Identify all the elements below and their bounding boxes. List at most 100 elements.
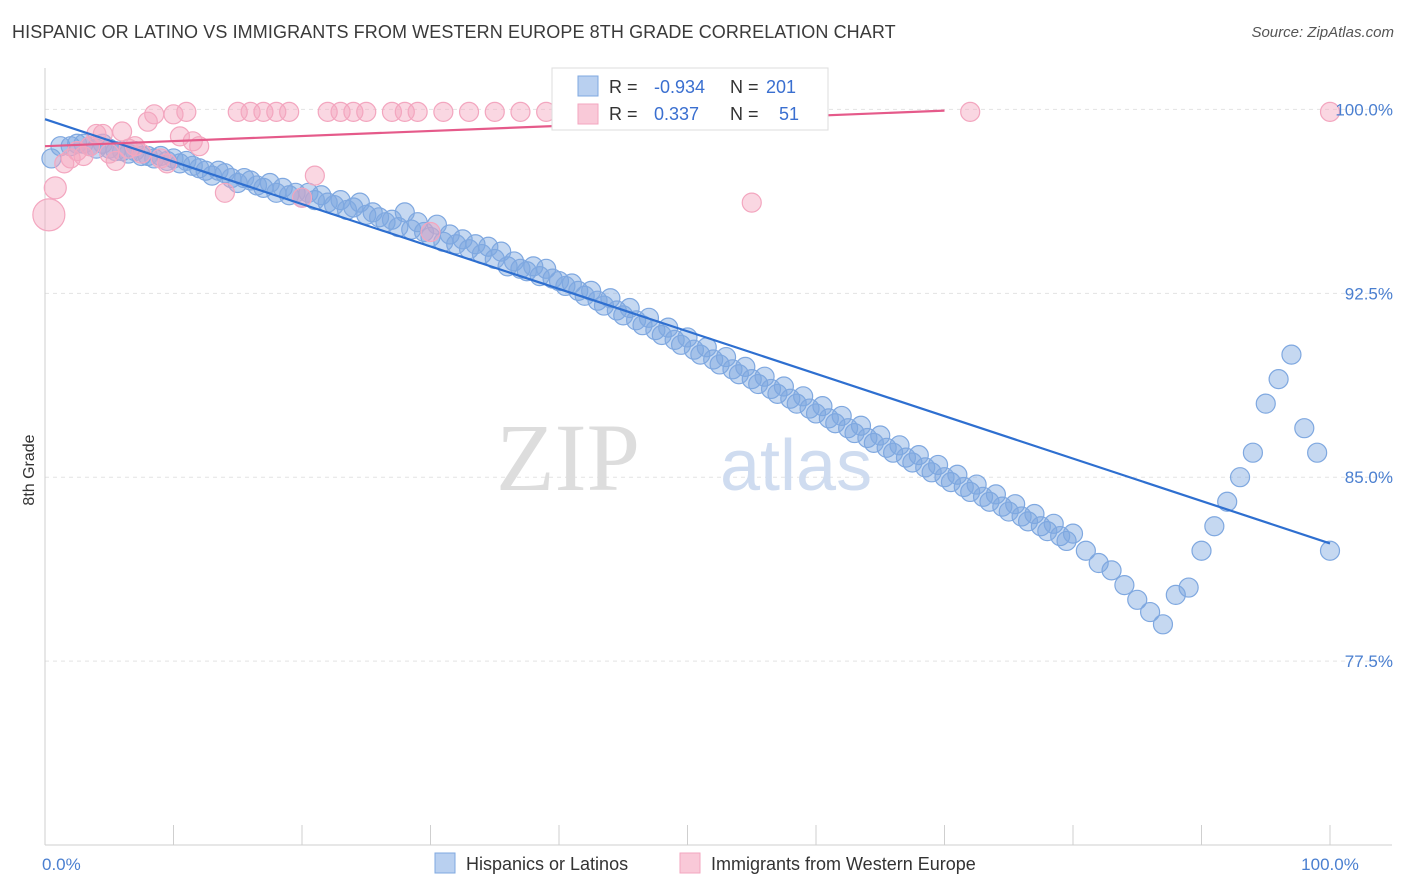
legend: Hispanics or Latinos Immigrants from Wes… — [434, 852, 976, 874]
point-s1-0 — [32, 198, 66, 232]
point-s0-165 — [1152, 614, 1174, 635]
y-tick-label-3: 77.5% — [1345, 652, 1393, 671]
x-tick-label-0: 0.0% — [42, 855, 81, 874]
legend-swatch-western-europe — [679, 852, 701, 874]
point-s0-174 — [1268, 369, 1289, 390]
point-s0-122 — [831, 405, 852, 427]
point-s0-169 — [1204, 516, 1225, 537]
point-s1-29 — [279, 101, 300, 122]
point-s0-137 — [927, 454, 949, 476]
stats-box: R = -0.934 N = 201 R = 0.337 N = 51 — [551, 67, 829, 131]
point-s0-128 — [870, 425, 891, 446]
point-s0-178 — [1319, 540, 1341, 561]
y-tick-label-2: 85.0% — [1345, 468, 1393, 487]
point-s0-119 — [812, 396, 833, 417]
point-s1-6 — [79, 136, 101, 157]
point-s1-41 — [458, 101, 480, 122]
y-tick-label-1: 92.5% — [1345, 284, 1393, 303]
point-s0-107 — [735, 356, 756, 377]
trend-line-0 — [44, 118, 1331, 545]
point-s0-149 — [1005, 494, 1026, 515]
watermark: ZIP atlas — [496, 404, 872, 511]
point-s1-49 — [960, 101, 981, 122]
x-tick-label-1: 100.0% — [1301, 855, 1359, 874]
y-axis-label: 8th Grade — [21, 434, 38, 505]
stats-n-label-1: N = — [730, 77, 759, 97]
point-s0-159 — [1075, 540, 1096, 561]
point-s1-16 — [144, 104, 165, 125]
y-tick-label-0: 100.0% — [1335, 100, 1393, 119]
point-s1-5 — [73, 145, 94, 167]
point-s0-175 — [1281, 344, 1302, 365]
point-s1-39 — [420, 221, 441, 243]
point-s0-63 — [452, 229, 473, 250]
point-s1-10 — [105, 150, 126, 172]
point-s1-38 — [407, 101, 428, 122]
stats-n-label-2: N = — [730, 104, 759, 124]
stats-r-label-1: R = — [609, 77, 638, 97]
point-s0-67 — [478, 236, 499, 257]
stats-r-value-2: 0.337 — [654, 104, 699, 124]
point-s0-176 — [1294, 418, 1315, 439]
point-s0-160 — [1088, 552, 1109, 574]
point-s0-171 — [1229, 467, 1251, 488]
point-s0-134 — [908, 445, 929, 466]
source-label: Source: ZipAtlas.com — [1251, 24, 1394, 41]
stats-r-label-2: R = — [609, 104, 638, 124]
point-s0-155 — [1043, 513, 1064, 534]
point-s1-40 — [433, 101, 454, 122]
point-s0-143 — [966, 474, 987, 495]
point-s0-110 — [754, 366, 775, 387]
point-s1-24 — [214, 182, 235, 203]
watermark-zip: ZIP — [496, 404, 640, 511]
point-s1-1 — [43, 176, 67, 200]
point-s0-173 — [1255, 393, 1276, 414]
point-s0-113 — [773, 376, 794, 397]
point-s0-140 — [947, 464, 968, 485]
point-s0-116 — [793, 386, 814, 407]
stats-r-value-1: -0.934 — [654, 77, 705, 97]
point-s1-31 — [304, 165, 325, 186]
point-s0-74 — [523, 256, 544, 277]
stats-n-value-2: 51 — [779, 104, 799, 124]
legend-label-hispanic: Hispanics or Latinos — [466, 854, 628, 874]
point-s1-50 — [1319, 101, 1341, 122]
point-s0-161 — [1101, 560, 1122, 581]
stats-n-value-1: 201 — [766, 77, 796, 97]
series-layer — [32, 101, 1341, 635]
point-s1-11 — [111, 121, 133, 142]
point-s0-76 — [536, 258, 557, 279]
point-s0-168 — [1191, 540, 1212, 561]
point-s0-146 — [985, 484, 1007, 505]
stats-swatch-pink — [577, 103, 599, 125]
point-s1-21 — [176, 101, 197, 122]
legend-swatch-hispanic — [434, 852, 456, 874]
stats-swatch-blue — [577, 75, 599, 97]
point-s0-131 — [889, 435, 910, 456]
point-s0-164 — [1139, 601, 1161, 623]
point-s0-172 — [1242, 442, 1264, 463]
point-s0-167 — [1178, 577, 1199, 598]
point-s0-104 — [715, 346, 737, 368]
point-s0-65 — [465, 234, 486, 255]
point-s0-125 — [850, 415, 872, 436]
point-s1-19 — [163, 104, 184, 125]
point-s0-152 — [1024, 503, 1045, 525]
point-s0-177 — [1307, 442, 1328, 463]
point-s0-170 — [1217, 491, 1238, 512]
point-s1-35 — [356, 101, 377, 122]
legend-label-western-europe: Immigrants from Western Europe — [711, 854, 976, 874]
series-0 — [41, 133, 1341, 635]
axes — [44, 68, 1392, 846]
point-s0-162 — [1114, 574, 1135, 596]
point-s0-166 — [1165, 584, 1186, 606]
point-s0-158 — [1062, 523, 1084, 544]
tick-labels: 100.0% 92.5% 85.0% 77.5% 0.0% 100.0% — [42, 100, 1393, 874]
point-s1-43 — [510, 101, 531, 122]
point-s1-47 — [741, 192, 762, 213]
point-s0-86 — [600, 288, 621, 309]
point-s1-42 — [484, 101, 505, 122]
point-s1-23 — [189, 136, 210, 157]
point-s0-163 — [1127, 589, 1148, 610]
